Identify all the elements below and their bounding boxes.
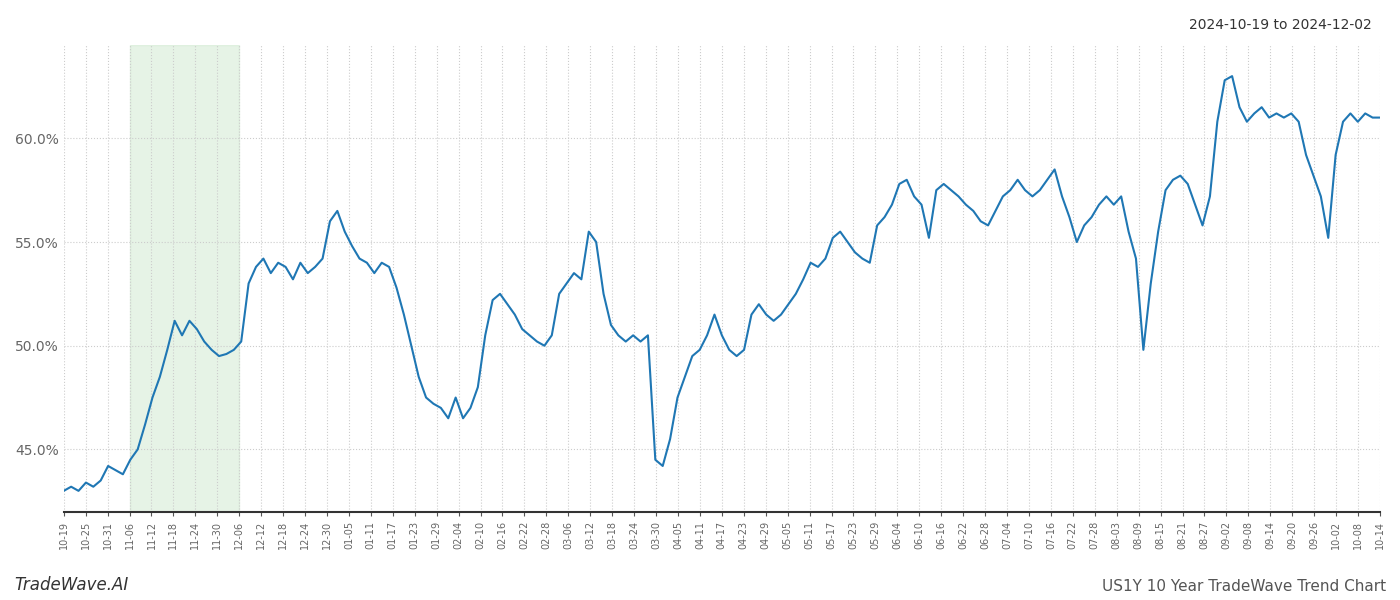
Text: US1Y 10 Year TradeWave Trend Chart: US1Y 10 Year TradeWave Trend Chart [1102,579,1386,594]
Text: TradeWave.AI: TradeWave.AI [14,576,129,594]
Bar [130,45,239,512]
Text: 2024-10-19 to 2024-12-02: 2024-10-19 to 2024-12-02 [1189,18,1372,32]
